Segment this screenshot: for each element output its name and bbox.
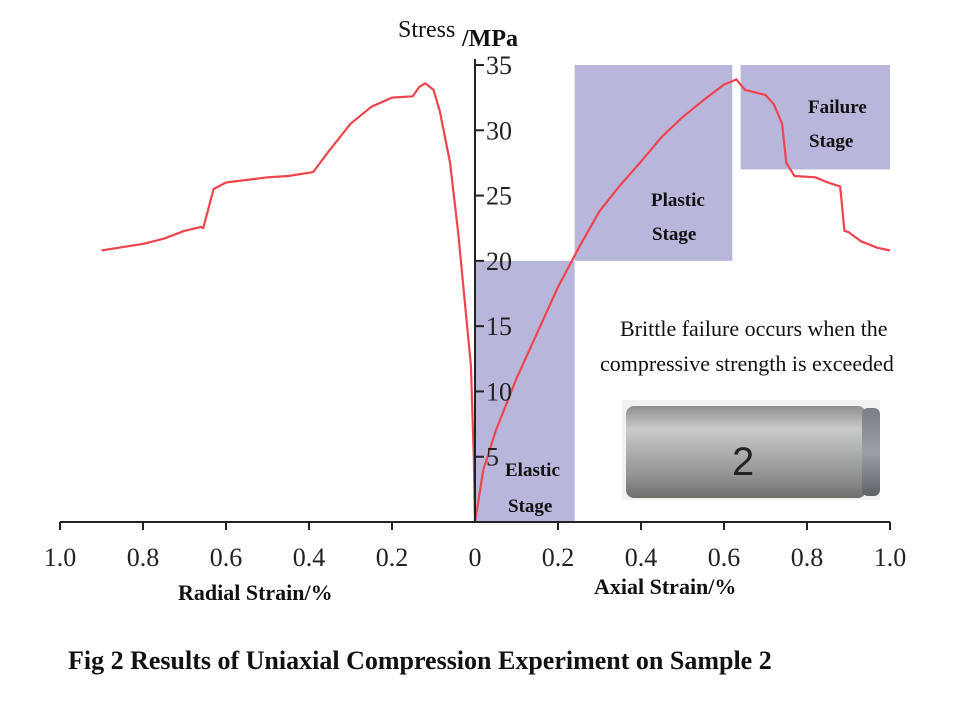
x-tick-label-axial: 1.0 (874, 543, 907, 572)
failure-stage-region (740, 65, 890, 170)
x-tick-label-radial: 0.4 (293, 543, 326, 572)
x-tick-label-axial: 0.8 (791, 543, 824, 572)
x-tick-label-axial: 0.2 (542, 543, 575, 572)
x-tick-label-radial: 0.6 (210, 543, 243, 572)
axes: 1.0 0.8 0.6 0.4 0.2 0 0.2 0.4 0.6 0.8 1.0 5 10 15 20 25… (44, 51, 907, 572)
elastic-stage-label-line2: Stage (508, 496, 552, 517)
x-tick-label-zero: 0 (469, 543, 482, 572)
x-tick-label-axial: 0.4 (625, 543, 658, 572)
y-tick-label: 30 (486, 116, 512, 145)
x-axis-title-radial: Radial Strain/% (178, 580, 333, 605)
y-axis-title-main: Stress (398, 17, 455, 43)
sample-photo: 2 (622, 400, 880, 500)
y-tick-label: 25 (486, 182, 512, 211)
elastic-stage-region (475, 260, 575, 522)
x-tick-label-radial: 1.0 (44, 543, 77, 572)
figure-caption: Fig 2 Results of Uniaxial Compression Ex… (68, 646, 772, 675)
sample-number: 2 (732, 440, 754, 484)
y-tick-label: 5 (486, 443, 499, 472)
y-axis-title-unit: /MPa (461, 26, 518, 52)
y-tick-label: 10 (486, 377, 512, 406)
sample-cylinder-cap (862, 408, 880, 496)
annotation-line-1: Brittle failure occurs when the (620, 316, 888, 341)
stress-curves (101, 78, 891, 523)
annotation-line-2: compressive strength is exceeded (600, 351, 894, 376)
x-axis-title-axial: Axial Strain/% (594, 574, 736, 599)
y-tick-label: 15 (486, 312, 512, 341)
failure-stage-label-line2: Stage (809, 131, 853, 152)
axial-strain-curve (473, 78, 891, 523)
plastic-stage-label-line2: Stage (652, 224, 696, 245)
radial-strain-curve (101, 82, 477, 523)
y-tick-label: 35 (486, 51, 512, 80)
x-tick-label-radial: 0.2 (376, 543, 409, 572)
elastic-stage-label-line1: Elastic (505, 460, 560, 481)
sample-cylinder (626, 406, 866, 498)
x-tick-label-radial: 0.8 (127, 543, 160, 572)
y-tick-label: 20 (486, 247, 512, 276)
x-tick-label-axial: 0.6 (708, 543, 741, 572)
plastic-stage-label-line1: Plastic (651, 190, 705, 211)
failure-stage-label-line1: Failure (808, 97, 867, 118)
